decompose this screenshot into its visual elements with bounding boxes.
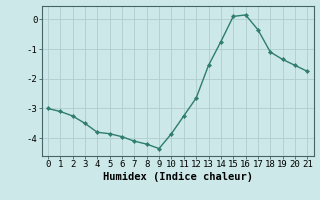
X-axis label: Humidex (Indice chaleur): Humidex (Indice chaleur): [103, 172, 252, 182]
